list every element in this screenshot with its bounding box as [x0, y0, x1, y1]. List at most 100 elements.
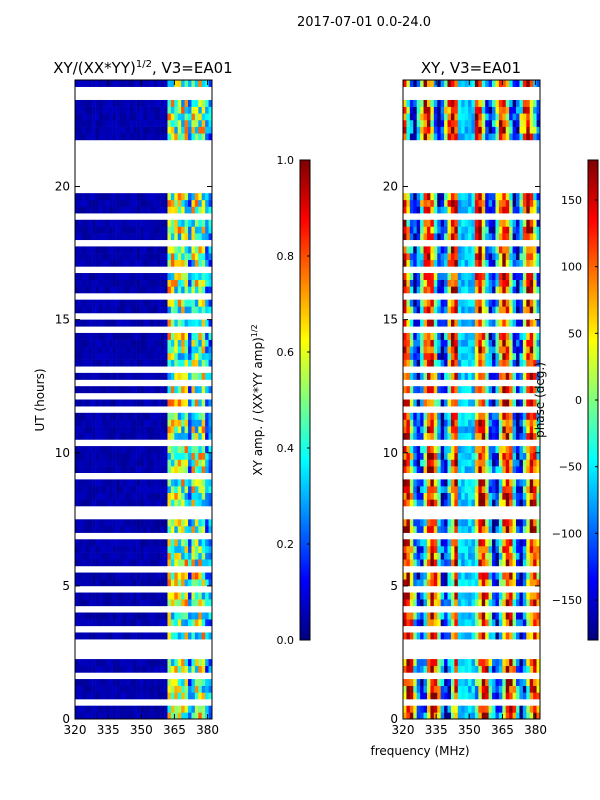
heatmap-cell — [447, 525, 452, 533]
heatmap-cell — [409, 319, 414, 327]
heatmap-cell — [140, 206, 144, 214]
heatmap-cell — [416, 106, 421, 114]
heatmap-cell — [509, 685, 513, 693]
heatmap-cell — [133, 539, 137, 547]
heatmap-cell — [433, 199, 438, 207]
heatmap-cell — [98, 339, 103, 347]
heatmap-cell — [454, 113, 459, 121]
heatmap-cell — [208, 259, 212, 267]
heatmap-cell — [454, 339, 459, 347]
heatmap-cell — [488, 665, 493, 673]
heatmap-cell — [444, 592, 448, 600]
heatmap-cell — [457, 446, 462, 454]
heatmap-cell — [403, 372, 407, 380]
heatmap-cell — [447, 106, 452, 114]
heatmap-cell — [191, 446, 196, 454]
heatmap-cell — [122, 399, 127, 407]
heatmap-cell — [126, 386, 131, 394]
heatmap-cell — [533, 246, 537, 254]
heatmap-cell — [488, 219, 493, 227]
heatmap-cell — [471, 559, 476, 567]
heatmap-cell — [526, 459, 531, 467]
heatmap-cell — [433, 685, 438, 693]
heatmap-cell — [85, 259, 89, 267]
heatmap-cell — [98, 612, 103, 620]
heatmap-cell — [146, 412, 151, 420]
heatmap-cell — [488, 592, 493, 600]
heatmap-cell — [95, 659, 100, 667]
heatmap-cell — [153, 372, 158, 380]
heatmap-cell — [522, 352, 527, 360]
heatmap-cell — [450, 452, 455, 460]
heatmap-cell — [146, 499, 151, 507]
heatmap-cell — [526, 612, 531, 620]
heatmap-cell — [505, 712, 510, 719]
heatmap-cell — [150, 233, 155, 241]
heatmap-cell — [92, 539, 96, 547]
heatmap-cell — [440, 539, 445, 547]
heatmap-cell — [522, 579, 527, 587]
heatmap-cell — [461, 419, 465, 427]
heatmap-cell — [119, 339, 124, 347]
heatmap-cell — [160, 133, 165, 141]
heatmap-cell — [153, 459, 158, 467]
heatmap-cell — [485, 659, 489, 667]
heatmap-cell — [157, 359, 161, 367]
heatmap-cell — [495, 579, 500, 587]
heatmap-cell — [81, 80, 86, 87]
heatmap-cell — [471, 359, 476, 367]
heatmap-cell — [423, 592, 428, 600]
heatmap-cell — [170, 306, 175, 314]
heatmap-cell — [522, 206, 527, 214]
heatmap-cell — [444, 386, 448, 394]
heatmap-cell — [112, 359, 117, 367]
heatmap-cell — [208, 419, 212, 427]
heatmap-cell — [146, 119, 151, 127]
heatmap-cell — [461, 665, 465, 673]
heatmap-cell — [457, 80, 462, 87]
heatmap-cell — [177, 299, 182, 307]
heatmap-cell — [126, 466, 131, 474]
heatmap-cell — [129, 665, 134, 673]
heatmap-cell — [136, 106, 141, 114]
heatmap-cell — [153, 659, 158, 667]
heatmap-cell — [526, 306, 531, 314]
heatmap-cell — [205, 119, 209, 127]
heatmap-cell — [167, 286, 172, 294]
heatmap-cell — [126, 306, 131, 314]
heatmap-cell — [98, 419, 103, 427]
heatmap-cell — [140, 479, 144, 487]
heatmap-cell — [440, 619, 445, 627]
heatmap-cell — [409, 466, 414, 474]
heatmap-cell — [181, 199, 185, 207]
heatmap-cell — [488, 259, 493, 267]
heatmap-cell — [485, 372, 489, 380]
heatmap-cell — [184, 80, 189, 87]
heatmap-cell — [98, 432, 103, 440]
heatmap-cell — [444, 99, 448, 107]
heatmap-cell — [98, 99, 103, 107]
heatmap-cell — [174, 572, 179, 580]
heatmap-cell — [495, 386, 500, 394]
heatmap-cell — [198, 446, 203, 454]
heatmap-cell — [188, 126, 192, 134]
heatmap-cell — [516, 679, 520, 687]
heatmap-cell — [423, 539, 428, 547]
heatmap-cell — [474, 539, 479, 547]
heatmap-cell — [502, 279, 507, 287]
heatmap-cell — [184, 199, 189, 207]
heatmap-cell — [495, 286, 500, 294]
heatmap-cell — [433, 359, 438, 367]
heatmap-cell — [522, 219, 527, 227]
heatmap-cell — [426, 99, 431, 107]
heatmap-cell — [519, 193, 524, 201]
heatmap-cell — [498, 592, 503, 600]
heatmap-cell — [198, 705, 203, 713]
heatmap-cell — [522, 619, 527, 627]
heatmap-cell — [509, 319, 513, 327]
heatmap-cell — [423, 253, 428, 261]
heatmap-cell — [188, 559, 192, 567]
heatmap-cell — [409, 592, 414, 600]
heatmap-cell — [205, 259, 209, 267]
heatmap-cell — [126, 432, 131, 440]
